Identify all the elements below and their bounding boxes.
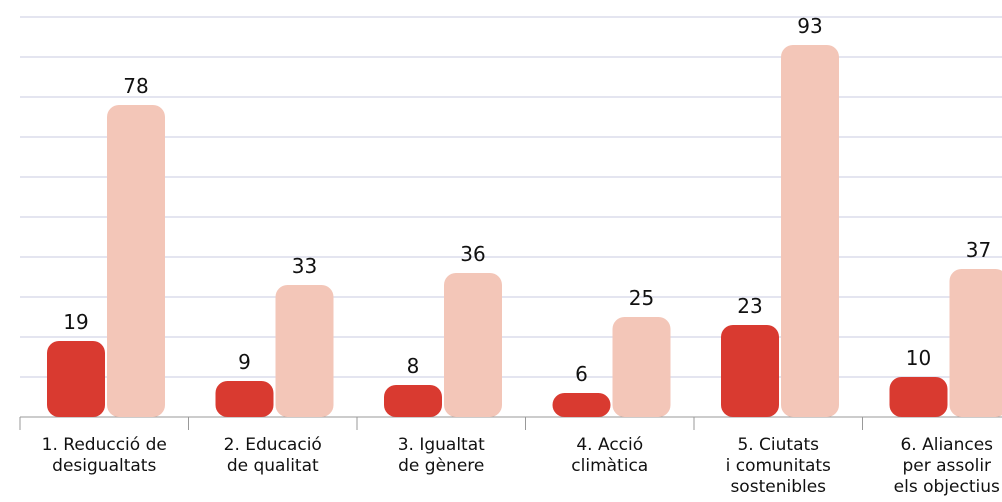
value-label: 33: [292, 254, 317, 278]
x-tick-label: 1. Reducció de desigualtats: [42, 435, 167, 476]
bar: [889, 377, 948, 417]
value-label: 6: [575, 362, 588, 386]
value-label: 19: [63, 310, 88, 334]
bar: [384, 385, 442, 417]
x-tick-label: 6. Aliances per assolir els objectius: [894, 435, 1000, 497]
x-tick-label: 4. Acció climàtica: [571, 435, 648, 476]
value-label: 9: [238, 350, 251, 374]
x-tick-label: 3. Igualtat de gènere: [398, 435, 485, 476]
value-label: 23: [737, 294, 762, 318]
value-label: 25: [629, 286, 654, 310]
bar: [275, 285, 334, 417]
value-label: 36: [460, 242, 485, 266]
value-label: 37: [966, 238, 991, 262]
x-tick-label: 5. Ciutats i comunitats sostenibles: [726, 435, 831, 497]
bar: [612, 317, 671, 417]
bar: [444, 273, 502, 417]
value-label: 10: [906, 346, 931, 370]
bar: [107, 105, 165, 417]
value-label: 78: [123, 74, 148, 98]
bar: [781, 45, 839, 417]
bar: [47, 341, 105, 417]
bar: [721, 325, 779, 417]
x-tick-label: 2. Educació de qualitat: [224, 435, 322, 476]
bar: [552, 393, 611, 417]
value-label: 93: [797, 14, 822, 38]
bar: [215, 381, 274, 417]
bar: [949, 269, 1002, 417]
value-label: 8: [407, 354, 420, 378]
